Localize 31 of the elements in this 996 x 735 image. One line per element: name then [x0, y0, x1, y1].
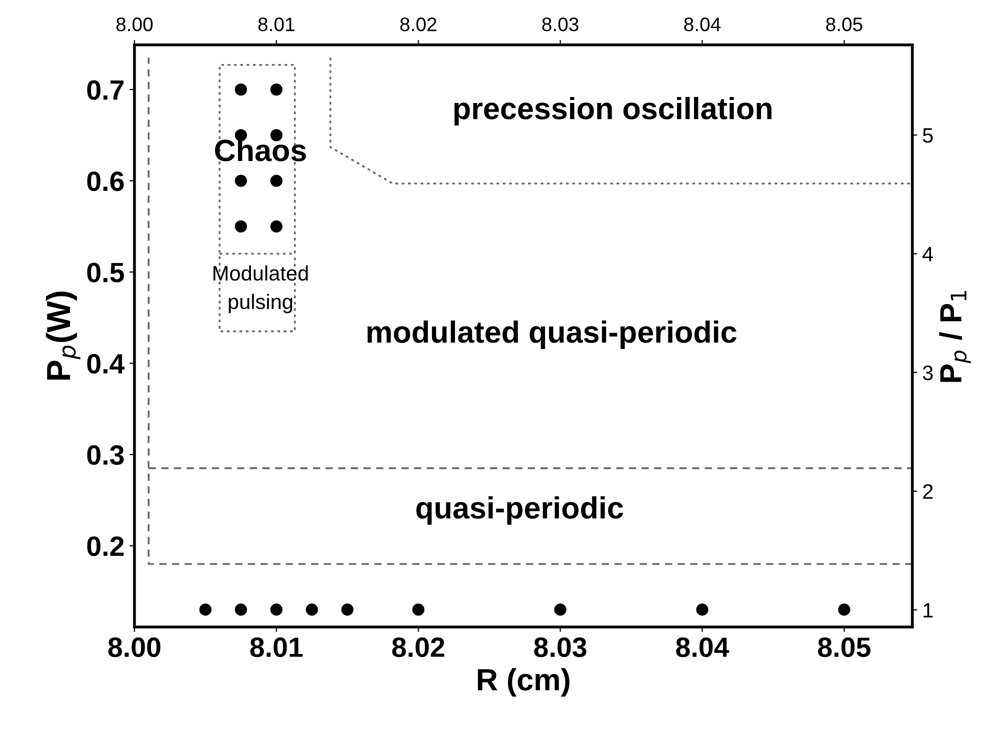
x2-tick-label: 8.02 [400, 18, 436, 32]
x2-tick-label: 8.04 [684, 18, 721, 32]
y2-axis-title: P$_{p}$ / P$_{1}$ [939, 291, 971, 382]
y-tick-label: 0.2 [87, 536, 124, 556]
x-tick-label: 8.02 [392, 637, 444, 658]
y2-tick-label: 4 [922, 246, 934, 262]
annotation: precession oscillation [454, 96, 772, 126]
x-tick-label: 8.00 [108, 637, 160, 658]
x2-tick-label: 8.00 [116, 18, 153, 32]
x-tick-label: 8.04 [676, 637, 730, 658]
y2-tick-label: 3 [922, 365, 933, 380]
y-tick-label: 0.5 [87, 262, 124, 282]
annotation: Chaos [215, 138, 306, 162]
x2-tick-label: 8.03 [542, 18, 578, 32]
x2-tick-label: 8.05 [826, 18, 862, 32]
annotation: quasi-periodic [416, 496, 624, 525]
y2-tick-label: 5 [922, 128, 933, 143]
annotation: Modulated pulsing [214, 265, 308, 314]
x-tick-label: 8.05 [818, 637, 870, 658]
y-tick-label: 0.6 [87, 171, 124, 192]
y-tick-label: 0.4 [87, 354, 125, 374]
y-tick-label: 0.3 [87, 445, 124, 465]
y-tick-label: 0.7 [87, 80, 124, 100]
x2-tick-label: 8.01 [258, 18, 294, 32]
x-axis-title: R (cm) [478, 668, 570, 697]
y2-tick-label: 2 [923, 484, 933, 499]
y-axis-title: P$_{p}$(W) [46, 292, 80, 380]
annotation: modulated quasi-periodic [368, 320, 736, 349]
y2-tick-label: 1 [924, 603, 933, 618]
x-tick-label: 8.03 [534, 637, 586, 658]
x-tick-label: 8.01 [250, 637, 303, 658]
